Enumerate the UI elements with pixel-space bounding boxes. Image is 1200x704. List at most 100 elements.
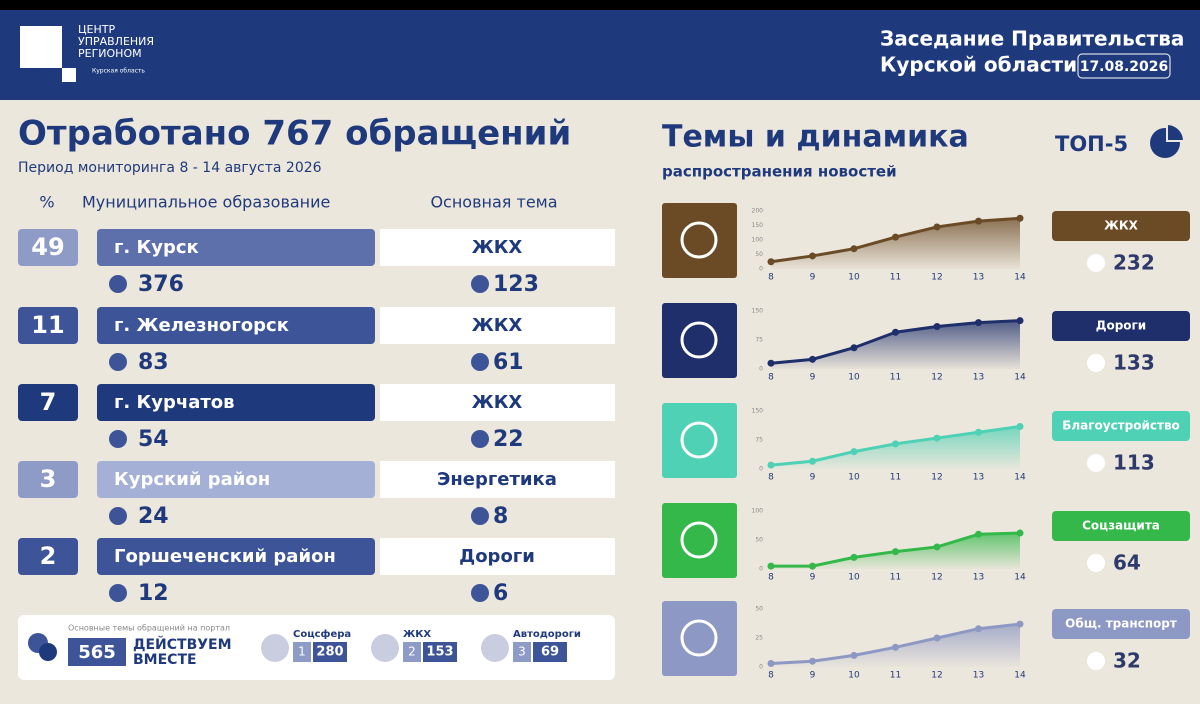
bubble-icon — [471, 584, 489, 602]
portal-topic-rank: 3 — [518, 645, 526, 659]
y-tick-label: 150 — [752, 308, 764, 315]
point — [850, 448, 858, 456]
point — [933, 634, 941, 642]
icon — [680, 521, 718, 559]
point — [892, 643, 899, 651]
point — [809, 457, 816, 465]
x-tick-label: 9 — [810, 373, 816, 383]
topic-count: 61 — [493, 350, 524, 375]
logo-text: ЦЕНТР — [78, 23, 115, 36]
point — [892, 440, 899, 448]
municipality-box — [97, 538, 375, 575]
point — [767, 562, 775, 570]
topic-box — [380, 229, 615, 266]
point — [975, 530, 982, 538]
point — [933, 543, 941, 551]
topic: Дороги — [459, 546, 535, 567]
y-tick-label: 50 — [755, 251, 763, 258]
x-tick-label: 10 — [848, 671, 860, 681]
legend-label: Благоустройство — [1062, 419, 1180, 433]
y-tick-label: 0 — [759, 366, 763, 373]
point — [975, 625, 982, 633]
count-box — [423, 642, 457, 662]
x-tick-label: 11 — [890, 573, 901, 583]
icon — [680, 321, 718, 359]
percent-box — [18, 229, 78, 266]
y-tick-label: 0 — [759, 466, 763, 473]
point — [892, 548, 899, 556]
y-tick-label: 150 — [752, 408, 764, 415]
icon-box — [662, 403, 737, 478]
topic: Энергетика — [437, 469, 557, 490]
topic: ЖКХ — [472, 315, 523, 336]
legend-label: Общ. транспорт — [1065, 617, 1177, 631]
x-tick-label: 8 — [768, 373, 774, 383]
point — [767, 258, 775, 266]
portal-topic-rank: 1 — [298, 645, 306, 659]
legend-label: Соцзащита — [1082, 519, 1160, 533]
percent-box — [18, 538, 78, 575]
y-tick-label: 50 — [755, 537, 763, 544]
x-tick-label: 9 — [810, 573, 816, 583]
total: 133 — [1113, 351, 1155, 375]
x-tick-label: 13 — [973, 373, 984, 383]
topic-box — [380, 307, 615, 344]
y-tick-label: 75 — [755, 437, 763, 444]
x-tick-label: 11 — [890, 273, 901, 283]
municipality-box — [97, 307, 375, 344]
point — [892, 328, 899, 336]
x-tick-label: 13 — [973, 671, 984, 681]
icon — [680, 221, 718, 259]
bubble-icon — [471, 507, 489, 525]
x-tick-label: 10 — [848, 473, 860, 483]
percent-box — [18, 461, 78, 498]
date-box — [1077, 53, 1171, 79]
rank-box — [513, 642, 531, 662]
portal-brand: ВМЕСТЕ — [133, 652, 197, 668]
top-label: ТОП-5 — [1055, 132, 1128, 156]
point — [933, 223, 941, 231]
topic-count: 22 — [493, 427, 524, 452]
bubble-icon — [471, 353, 489, 371]
header — [0, 10, 1200, 100]
x-tick-label: 10 — [848, 373, 860, 383]
x-tick-label: 9 — [810, 473, 816, 483]
total: 113 — [1113, 451, 1155, 475]
count-box — [533, 642, 567, 662]
topic-box — [380, 384, 615, 421]
column-header: Основная тема — [430, 193, 557, 212]
region: Курская область — [92, 68, 145, 75]
municipality: Горшеченский район — [114, 546, 336, 567]
top-strip — [0, 0, 1200, 10]
bubble-icon — [1087, 652, 1105, 670]
x-tick-label: 12 — [931, 373, 942, 383]
y-tick-label: 50 — [755, 606, 763, 613]
bubble-icon — [109, 353, 127, 371]
municipality: г. Курск — [114, 237, 199, 258]
logo-square-small — [62, 68, 76, 82]
portal-topic-count: 280 — [316, 645, 343, 660]
municipality: Курский район — [114, 469, 270, 490]
point — [1016, 422, 1024, 430]
point — [1016, 214, 1024, 222]
x-tick-label: 11 — [890, 473, 901, 483]
topic-icon — [261, 634, 289, 662]
x-tick-label: 14 — [1014, 373, 1026, 383]
bubble-icon — [109, 507, 127, 525]
portal-topic-rank: 2 — [408, 645, 416, 659]
event: Курской области — [880, 53, 1077, 77]
x-tick-label: 13 — [973, 273, 984, 283]
date: 17.08.2026 — [1080, 59, 1169, 75]
y-tick-label: 100 — [752, 237, 764, 244]
point — [975, 217, 982, 225]
total: 64 — [1113, 551, 1141, 575]
x-tick-label: 14 — [1014, 671, 1026, 681]
pie-icon-slice — [1166, 122, 1186, 142]
portal-topic-name: Соцсфера — [293, 628, 351, 640]
legend-box — [1052, 311, 1190, 341]
icon-box — [662, 303, 737, 378]
portal-total-box — [68, 638, 126, 666]
legend-label: ЖКХ — [1104, 219, 1138, 233]
topic-count: 123 — [493, 272, 539, 297]
x-tick-label: 8 — [768, 671, 774, 681]
